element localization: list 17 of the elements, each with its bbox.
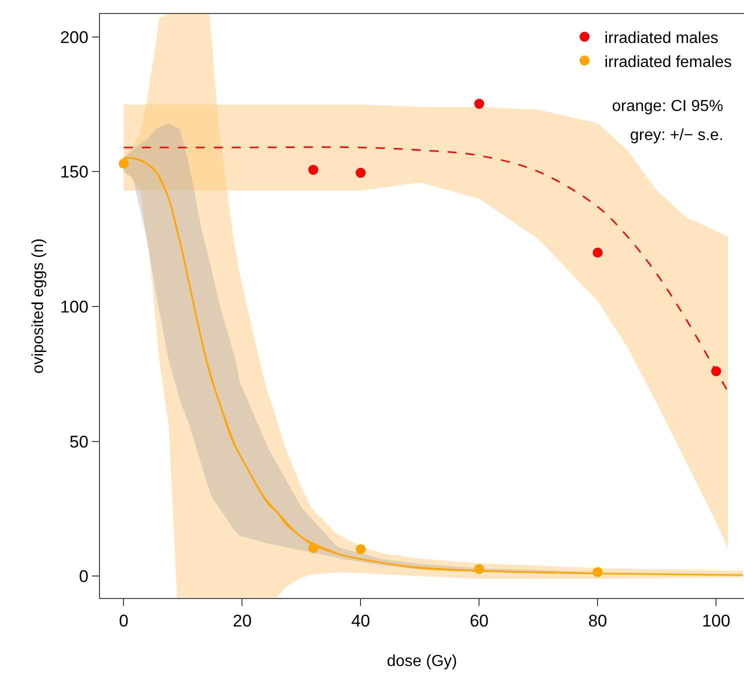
y-tick-label: 150: [60, 162, 88, 182]
x-tick-label: 40: [351, 612, 370, 631]
y-tick-label: 100: [60, 297, 88, 316]
annotation: orange: CI 95%: [612, 98, 724, 115]
y-tick-label: 200: [60, 28, 88, 47]
x-axis-title: dose (Gy): [386, 653, 458, 670]
x-tick-label: 20: [232, 612, 252, 631]
y-tick-label: 50: [70, 432, 88, 452]
annotation: grey: +/− s.e.: [630, 127, 724, 144]
x-tick-label: 100: [702, 612, 730, 631]
legend-label: irradiated females: [604, 54, 732, 71]
y-axis-title: oviposited eggs (n): [30, 238, 47, 374]
x-tick-label: 80: [588, 612, 608, 631]
legend-label: irradiated males: [604, 30, 718, 47]
y-tick-label: 0: [78, 567, 88, 586]
x-tick-label: 60: [470, 612, 489, 631]
x-tick-label: 0: [118, 612, 128, 631]
